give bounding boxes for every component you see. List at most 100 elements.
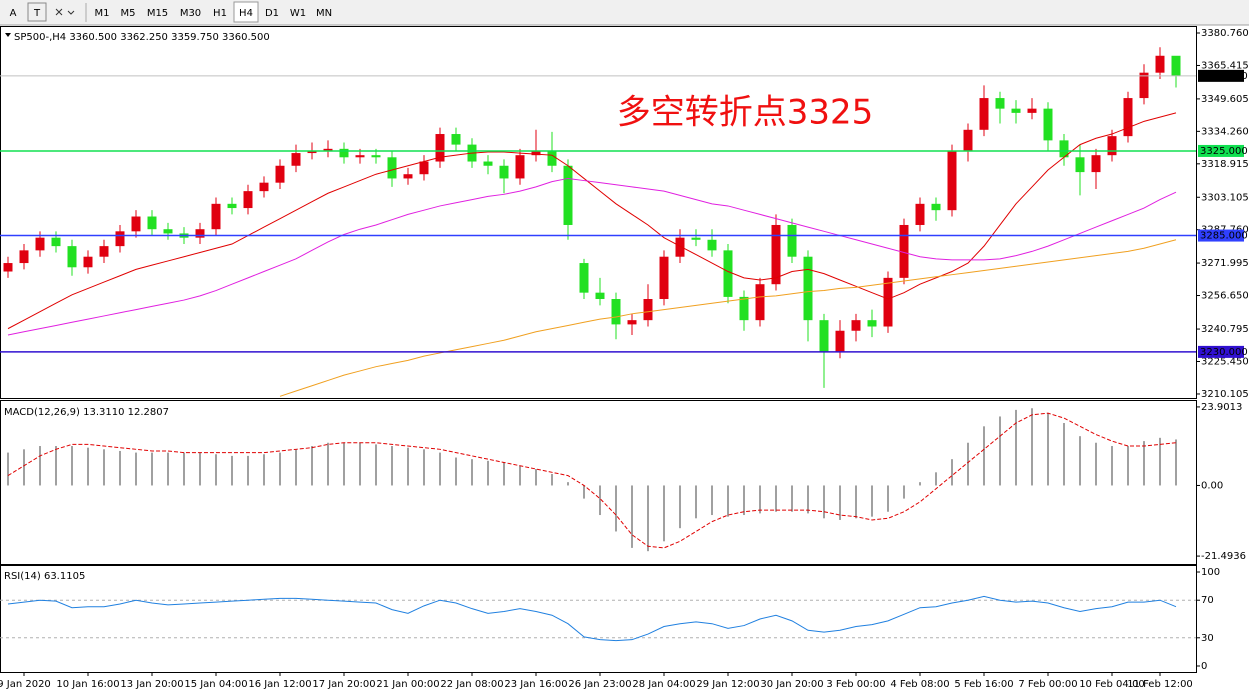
candle-body [819,320,829,352]
candle-body [771,224,781,285]
macd-bar [71,446,73,486]
candle-body [435,134,445,162]
macd-bar [1047,413,1049,486]
tool-icon-label[interactable]: T [33,8,41,19]
candle-body [755,284,765,321]
macd-bar [407,447,409,486]
candle-body [1155,55,1165,73]
macd-bar [39,446,41,486]
candle-body [67,246,77,268]
candle-body [51,237,61,247]
macd-bar [967,442,969,486]
candle-body [915,203,925,225]
macd-bar [7,452,9,486]
level-label: 3285.000 [1200,231,1248,242]
x-tick-label: 11 Feb 12:00 [1127,679,1193,690]
x-tick-label: 23 Jan 16:00 [504,679,567,690]
rsi-line [7,595,1177,642]
macd-bar [423,449,425,486]
candle-body [307,150,317,154]
y-tick-label: 3225.450 [1201,357,1249,368]
candle-body [979,98,989,130]
macd-bar [1159,437,1161,486]
candle-body [227,203,237,209]
macd-bar [1175,439,1177,486]
candle-body [1139,72,1149,99]
macd-bar [887,485,889,512]
macd-bar [663,485,665,542]
macd-bar [1063,423,1065,486]
candle-body [147,216,157,230]
candle-body [787,224,797,257]
macd-bar [727,485,729,517]
macd-bar [807,485,809,514]
x-tick-label: 26 Jan 23:00 [568,679,631,690]
candle-body [211,203,221,230]
x-tick-label: 21 Jan 00:00 [376,679,439,690]
panel-title: SP500-,H4 3360.500 3362.250 3359.750 336… [14,32,270,43]
candle-body [1123,98,1133,137]
candle-body [611,299,621,325]
y-tick-label: 100 [1201,567,1220,578]
candle-body [131,216,141,232]
timeframe-button[interactable]: W1 [290,8,306,19]
macd-bar [439,452,441,486]
timeframe-button[interactable]: H1 [213,8,227,19]
timeframe-button[interactable]: M1 [95,8,110,19]
candle-body [835,330,845,352]
macd-bar [647,485,649,552]
candle-body [963,129,973,151]
x-tick-label: 29 Jan 12:00 [696,679,759,690]
candle-body [83,256,93,268]
timeframe-button[interactable]: M5 [121,8,136,19]
x-tick-label: 10 Feb 04:00 [1079,679,1145,690]
tool-icon[interactable] [55,8,75,16]
timeframe-button[interactable]: M30 [180,8,201,19]
timeframe-button[interactable]: D1 [265,8,279,19]
macd-bar [743,485,745,516]
macd-bar [631,485,633,548]
macd-bar [855,485,857,519]
candle-body [947,150,957,211]
y-tick-label: 3349.605 [1201,94,1249,105]
candle-body [547,150,557,166]
macd-bar [199,452,201,486]
candle-body [515,155,525,179]
macd-bar [167,452,169,486]
candle-body [627,320,637,325]
macd-bar [1143,441,1145,486]
macd-bar [919,482,921,486]
timeframe-button[interactable]: MN [316,8,332,19]
macd-bar [135,452,137,486]
candle-body [883,277,893,327]
candle-body [1107,136,1117,156]
candle-body [275,165,285,183]
candle-body [195,229,205,238]
x-tick-label: 30 Jan 20:00 [760,679,823,690]
level-label: 3325.000 [1200,146,1248,157]
macd-bar [23,449,25,486]
candle-body [387,157,397,179]
macd-bar [615,485,617,532]
macd-bar [775,485,777,512]
candle-body [675,237,685,257]
timeframe-button[interactable]: H4 [239,8,253,19]
macd-bar [375,444,377,486]
x-tick-label: 15 Jan 04:00 [184,679,247,690]
macd-bar [791,485,793,512]
y-tick-label: 70 [1201,595,1214,606]
candle-body [35,237,45,251]
candle-body [451,134,461,145]
tool-icon-label[interactable]: A [10,8,17,19]
macd-bar [311,446,313,486]
macd-bar [903,485,905,499]
timeframe-button[interactable]: M15 [147,8,168,19]
macd-bar [119,450,121,486]
y-tick-label: 3256.650 [1201,291,1249,302]
tool-icon[interactable] [27,2,47,22]
candle-body [355,155,365,158]
macd-bar [1127,446,1129,486]
macd-bar [583,485,585,499]
y-tick-label: 3380.760 [1201,28,1249,39]
candle-body [659,256,669,300]
